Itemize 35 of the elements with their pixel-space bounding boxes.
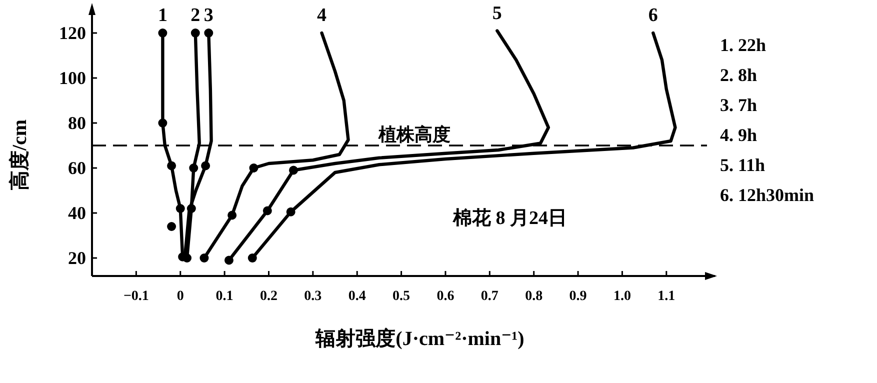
x-tick-label: 1.0 [613, 289, 631, 304]
x-tick-label: 0.4 [348, 289, 366, 304]
x-axis-title: 辐射强度(J·cm⁻²·min⁻¹) [314, 327, 524, 350]
x-tick-label: 0.9 [569, 289, 587, 304]
series-label: 2 [190, 5, 200, 26]
x-tick-label: 0.5 [392, 289, 410, 304]
x-tick-label: 0.2 [260, 289, 278, 304]
y-tick-label: 20 [68, 248, 86, 268]
x-tick-label: 0.1 [216, 289, 234, 304]
y-tick-label: 80 [68, 113, 86, 133]
text: 1. 22h [720, 35, 766, 55]
x-tick-label: 0.7 [480, 289, 498, 304]
y-tick-label: 120 [59, 23, 86, 43]
y-tick-label: 100 [59, 68, 86, 88]
text: 3. 7h [720, 95, 758, 115]
y-tick-label: 60 [68, 158, 86, 178]
x-tick-label: 1.1 [658, 289, 676, 304]
text: 2. 8h [720, 65, 758, 85]
annotation: 棉花 8 月24日 [452, 207, 567, 229]
series-label: 5 [492, 2, 502, 24]
series-label: 3 [204, 5, 214, 26]
ref-line-label: 植株高度 [378, 124, 451, 144]
text: 6. 12h30min [720, 185, 814, 205]
y-tick-label: 40 [68, 203, 86, 223]
series-label: 1 [158, 5, 168, 26]
x-tick-label: −0.1 [123, 289, 149, 304]
x-tick-label: 0.8 [525, 289, 543, 304]
series-label: 6 [648, 5, 658, 26]
y-axis-title: 高度/cm [8, 119, 31, 191]
x-tick-label: 0.3 [304, 289, 322, 304]
text: 5. 11h [720, 155, 766, 175]
x-tick-label: 0 [176, 289, 184, 304]
text: 4. 9h [720, 125, 758, 145]
x-tick-label: 0.6 [436, 289, 454, 304]
series-label: 4 [317, 5, 328, 26]
